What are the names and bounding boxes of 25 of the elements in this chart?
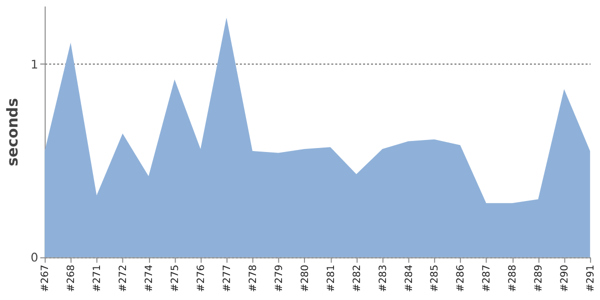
x-tick-label: #288	[508, 264, 519, 292]
x-tick-label: #277	[222, 264, 233, 292]
x-tick-label: #289	[534, 264, 545, 292]
x-tick-label: #284	[404, 264, 415, 292]
x-tick-label: #268	[66, 264, 78, 292]
x-tick-label: #271	[92, 264, 104, 292]
x-tick-label: #280	[300, 264, 311, 292]
x-tick-label: #286	[456, 264, 467, 292]
x-tick-label: #282	[352, 264, 363, 292]
y-tick-label: 0	[30, 250, 38, 265]
x-tick-label: #275	[170, 264, 182, 292]
x-tick-label: #278	[248, 264, 259, 292]
x-tick-label: #279	[274, 264, 285, 292]
x-tick-label: #291	[586, 264, 597, 292]
y-axis-title: seconds	[4, 98, 22, 166]
x-tick-label: #267	[40, 264, 52, 292]
x-tick-label: #281	[326, 264, 337, 292]
x-tick-label: #290	[560, 264, 571, 292]
x-tick-label: #285	[430, 264, 441, 292]
x-tick-label: #274	[144, 264, 156, 292]
x-tick-label: #283	[378, 264, 389, 292]
x-tick-label: #287	[482, 264, 493, 292]
x-tick-label: #272	[118, 264, 130, 292]
y-tick-label: 1	[30, 57, 38, 72]
x-tick-label: #276	[196, 264, 207, 292]
